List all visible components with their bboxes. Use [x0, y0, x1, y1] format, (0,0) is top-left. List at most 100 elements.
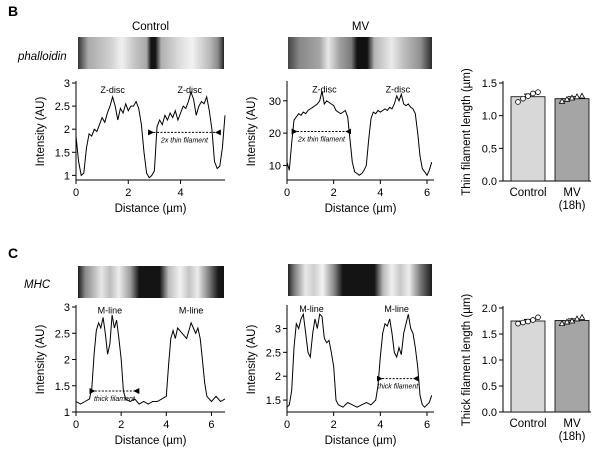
chart-title: Control [132, 21, 169, 33]
y-tick-label: 1.0 [482, 355, 497, 367]
x-tick-label: 4 [177, 187, 183, 199]
data-point [515, 99, 521, 105]
span-arrow-label: thick filament [94, 396, 136, 403]
y-tick-label: 0.0 [482, 176, 497, 188]
y-tick-label: 2.5 [55, 328, 70, 340]
x-tick-label: 2 [331, 187, 337, 199]
annotation-label: M-line [384, 304, 409, 314]
y-tick-label: 1.5 [482, 329, 497, 341]
intensity-profile-line [75, 314, 226, 405]
y-tick-label: 3 [64, 78, 70, 90]
bar-control [510, 320, 546, 413]
y-tick-label: 1.5 [55, 147, 70, 159]
annotation-label: Z-disc [386, 85, 411, 95]
annotation-label: M-line [299, 304, 324, 314]
y-axis-label: Intensity (AU) [246, 97, 258, 167]
category-label-line: (18h) [559, 431, 586, 443]
data-point [563, 318, 571, 325]
data-point [530, 90, 536, 97]
annotation-label: M-line [98, 305, 123, 315]
micrograph-mhc-mv [288, 264, 432, 296]
chart-b-control: Control 1 1.5 2 2.5 3 0 2 4 Distance (µm) Intensit… [35, 21, 226, 215]
category-label-line: (18h) [559, 200, 586, 212]
y-tick-label: 2.0 [482, 303, 497, 315]
y-tick-label: 1 [64, 170, 70, 182]
x-tick-label: 6 [424, 187, 430, 199]
bar-control [510, 96, 546, 182]
y-tick-label: 2 [275, 371, 281, 383]
data-point [568, 94, 576, 101]
data-point [558, 319, 566, 326]
x-tick-label: 0 [284, 187, 290, 199]
y-tick-label: 0.5 [482, 381, 497, 393]
y-tick-label: 0.5 [482, 143, 497, 155]
x-tick-label: 0 [284, 419, 290, 431]
y-tick-label: 1 [64, 407, 70, 419]
data-point [535, 314, 541, 321]
data-point [568, 317, 576, 324]
x-tick-label: 6 [208, 419, 214, 431]
span-arrow-label: thick filament [377, 384, 419, 391]
category-label-line: MV [563, 187, 581, 199]
x-tick-label: 2 [118, 419, 124, 431]
data-point [525, 93, 531, 99]
chart-title: MV [352, 21, 370, 33]
y-axis-label: Intensity (AU) [246, 325, 258, 395]
intensity-profile-line [75, 90, 226, 179]
x-tick-label: 2 [125, 187, 131, 199]
chart-c-control: 1 1.5 2 2.5 3 0 2 4 6 Distance (µm) Intensity (AU)… [35, 302, 226, 447]
x-tick-label: 6 [424, 419, 430, 431]
y-tick-label: 1.5 [482, 78, 497, 90]
data-point [563, 95, 571, 102]
bar-mv [554, 98, 590, 182]
y-tick-label: 3 [64, 302, 70, 314]
annotation-label: Z-disc [177, 85, 202, 95]
chart-b-bar: 0.0 0.5 1.0 1.5 Thin filament length (µm) Con… [461, 68, 591, 212]
x-axis-label: Distance (µm) [115, 203, 187, 215]
y-tick-label: 2 [64, 124, 70, 136]
data-point [525, 318, 531, 325]
span-arrow-label: 2x thin filament [160, 137, 209, 144]
x-tick-label: 4 [377, 187, 383, 199]
y-tick-label: 3 [275, 323, 281, 335]
x-axis-label: Distance (µm) [325, 203, 397, 215]
annotation-label: Z-disc [100, 85, 125, 95]
data-point [515, 320, 521, 327]
x-tick-label: 4 [163, 419, 169, 431]
category-label: MV (18h) [559, 187, 586, 212]
category-label-line: MV [563, 418, 581, 430]
x-tick-label: 2 [331, 419, 337, 431]
intensity-profile-line [286, 312, 433, 408]
y-tick-label: 2 [64, 355, 70, 367]
y-axis-label: Intensity (AU) [35, 325, 47, 395]
data-point [530, 317, 536, 323]
y-tick-label: 2.5 [266, 347, 281, 359]
data-point [573, 315, 581, 322]
span-arrow-label: 2x thin filament [297, 137, 346, 144]
data-point [520, 95, 526, 102]
y-tick-label: 0.0 [482, 407, 497, 419]
row-label-phalloidin: phalloidin [17, 51, 67, 63]
x-tick-label: 0 [73, 419, 79, 431]
bar-mv [554, 320, 590, 413]
chart-c-mv: 1.5 2 2.5 3 0 2 4 6 Distance (µm) Intensity (AU) M… [246, 304, 434, 447]
y-tick-label: 10 [269, 160, 281, 172]
data-point [558, 97, 566, 104]
y-axis-label: Intensity (AU) [35, 97, 47, 167]
y-tick-label: 20 [269, 128, 281, 140]
x-tick-label: 4 [377, 419, 383, 431]
chart-b-mv: MV 10 20 30 0 2 4 6 Distance (µm) Intensity (AU) Z… [246, 21, 434, 215]
data-point [520, 319, 526, 326]
category-label: Control [509, 418, 546, 430]
annotation-label: M-line [179, 305, 204, 315]
panel-label-c: C [8, 245, 18, 261]
y-axis-label: Thin filament length (µm) [461, 68, 473, 196]
y-tick-label: 1.5 [266, 395, 281, 407]
panel-label-b: B [8, 3, 18, 19]
micrograph-mhc-control [78, 266, 224, 298]
category-label: MV (18h) [559, 418, 586, 443]
category-label: Control [509, 187, 546, 199]
x-tick-label: 0 [73, 187, 79, 199]
micrograph-phalloidin-mv [288, 37, 432, 69]
